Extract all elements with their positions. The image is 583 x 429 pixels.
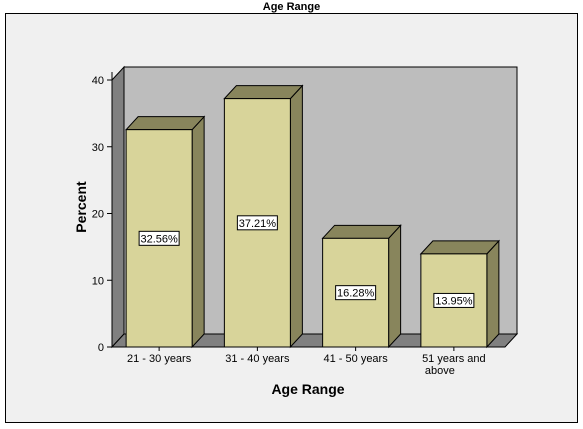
bar-side-face: [486, 239, 500, 349]
x-tick-label: 51 years and above: [422, 353, 486, 377]
bar-side-face: [388, 224, 402, 349]
data-label: 32.56%: [140, 233, 178, 245]
bar-top-face: [124, 116, 206, 131]
bar-side-face: [191, 115, 205, 349]
x-tick-label: 31 - 40 years: [225, 353, 290, 365]
x-axis-labels: 21 - 30 years 31 - 40 years 41 - 50 years 5…: [127, 347, 486, 377]
y-tick-label: 0: [98, 342, 104, 354]
bar: 16.28%: [321, 224, 402, 349]
y-tick-label: 10: [92, 275, 104, 287]
bars-group: 32.56% 37.21% 16.28% 13.95%: [124, 84, 501, 349]
y-tick-label: 20: [92, 209, 104, 221]
data-label: 37.21%: [239, 218, 277, 230]
bar-top-face: [223, 85, 304, 100]
data-label: 13.95%: [435, 295, 473, 307]
x-tick-label: 21 - 30 years: [127, 353, 192, 365]
data-label-box: [236, 215, 278, 231]
chart-title: Age Range: [262, 1, 321, 13]
data-label-box: [433, 292, 475, 308]
data-label: 16.28%: [337, 288, 375, 300]
bar: 32.56%: [124, 115, 206, 349]
bar: 37.21%: [223, 84, 304, 349]
x-tick-label: 41 - 50 years: [324, 353, 389, 365]
data-label-box: [138, 230, 180, 246]
bar-top-face: [321, 224, 402, 239]
y-axis-ticks: 0 10 20 30 40: [92, 75, 112, 354]
y-tick-label: 30: [92, 142, 104, 154]
data-label-box: [335, 285, 377, 301]
bar-top-face: [419, 240, 501, 255]
bar-side-face: [289, 84, 303, 349]
bar: 13.95%: [419, 239, 501, 349]
x-axis-title: Age Range: [271, 381, 344, 397]
chart-left-wall: [111, 65, 125, 349]
y-tick-label: 40: [92, 75, 104, 87]
y-axis-title: Percent: [73, 181, 89, 233]
